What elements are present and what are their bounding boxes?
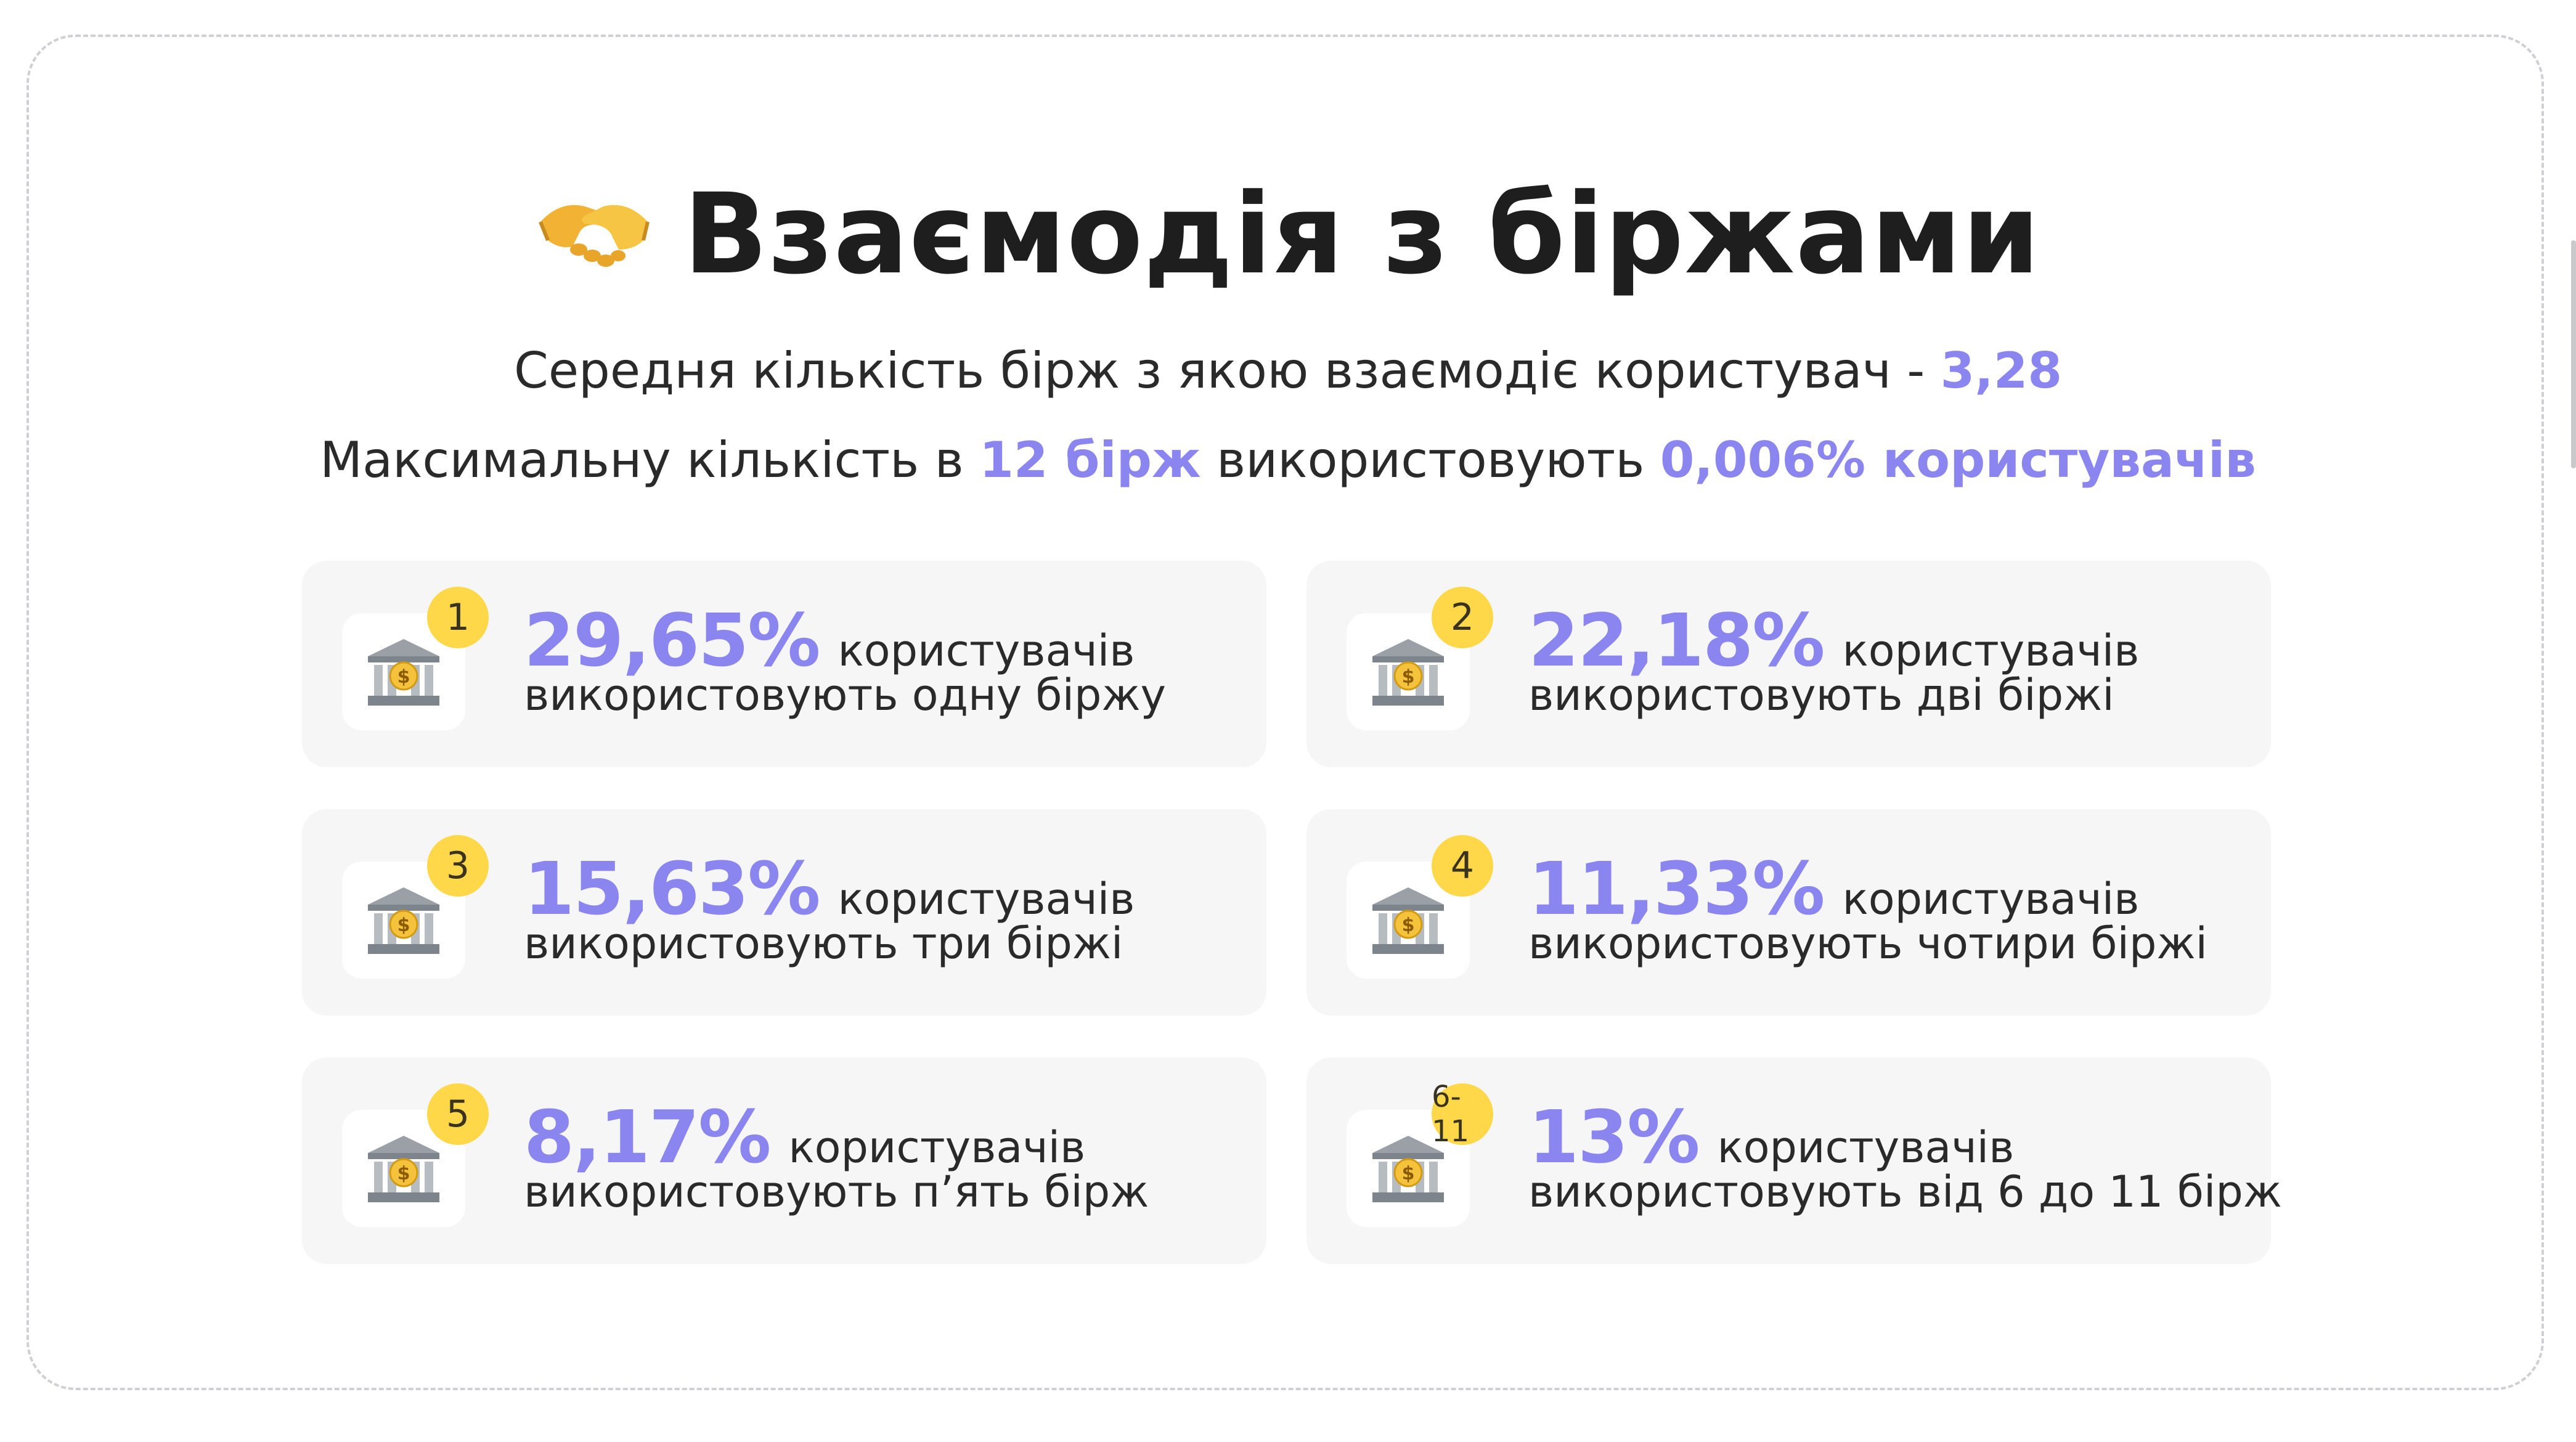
rank-badge: 4 — [1432, 835, 1493, 897]
percent-value: 11,33% — [1528, 846, 1825, 931]
bank-icon: $ — [368, 887, 439, 954]
card-text: 8,17% користувачів використовують п’ять … — [524, 1094, 1149, 1217]
card-description: використовують п’ять бірж — [524, 1167, 1149, 1217]
bank-icon: $ — [1372, 639, 1444, 706]
users-label: користувачів — [1842, 874, 2140, 924]
bank-icon: $ — [368, 639, 439, 706]
scrollbar[interactable] — [2571, 240, 2576, 468]
rank-badge: 3 — [427, 835, 489, 897]
rank-badge: 2 — [1432, 587, 1493, 648]
svg-text:$: $ — [1402, 914, 1415, 936]
rank-badge: 5 — [427, 1083, 489, 1145]
percent-value: 8,17% — [524, 1094, 771, 1179]
percent-value: 15,63% — [524, 846, 820, 931]
card-text: 15,63% користувачів використовують три б… — [524, 846, 1135, 969]
stat-card-3: $ 3 15,63% користувачів використовують т… — [302, 809, 1266, 1016]
svg-text:$: $ — [397, 666, 410, 688]
stat-card-2: $ 2 22,18% користувачів використовують д… — [1306, 561, 2271, 767]
card-description: використовують одну біржу — [524, 670, 1166, 720]
percent-value: 13% — [1528, 1094, 1700, 1179]
users-label: користувачів — [1717, 1122, 2015, 1173]
handshake-icon — [539, 205, 650, 267]
average-label: Середня кількість бірж з якою взаємодіє … — [513, 342, 1941, 399]
bank-icon: $ — [1372, 887, 1444, 954]
svg-text:$: $ — [1402, 666, 1415, 688]
bank-icon: $ — [1372, 1136, 1444, 1202]
max-exchanges: 12 бірж — [979, 431, 1201, 489]
percent-value: 22,18% — [1528, 598, 1825, 683]
card-text: 22,18% користувачів використовують дві б… — [1528, 598, 2139, 720]
card-text: 11,33% користувачів використовують чотир… — [1528, 846, 2207, 969]
stat-card-6: $ 6-11 13% користувачів використовують в… — [1306, 1057, 2282, 1264]
stat-card-4: $ 4 11,33% користувачів використовують ч… — [1306, 809, 2271, 1016]
max-middle: використовують — [1200, 431, 1660, 489]
users-label: користувачів — [838, 874, 1135, 924]
users-label: користувачів — [838, 625, 1135, 676]
stat-card-1: $ 1 29,65% користувачів використовують о… — [302, 561, 1266, 767]
rank-badge: 6-11 — [1432, 1080, 1493, 1149]
users-label: користувачів — [1842, 625, 2140, 676]
content-frame — [26, 35, 2544, 1390]
card-description: використовують дві біржі — [1528, 670, 2114, 720]
header: Взаємодія з біржами — [0, 166, 2576, 302]
svg-text:$: $ — [397, 914, 410, 936]
percent-value: 29,65% — [524, 598, 820, 683]
rank-badge: 1 — [427, 587, 489, 648]
icon-container: $ — [342, 1110, 465, 1227]
icon-container: $ — [1347, 1110, 1470, 1227]
svg-text:$: $ — [397, 1163, 410, 1184]
card-description: використовують три біржі — [524, 918, 1123, 969]
card-text: 13% користувачів використовують від 6 до… — [1528, 1094, 2282, 1217]
average-subtitle: Середня кількість бірж з якою взаємодіє … — [0, 342, 2576, 399]
card-description: використовують від 6 до 11 бірж — [1528, 1167, 2282, 1217]
max-subtitle: Максимальну кількість в 12 бірж використ… — [0, 431, 2576, 489]
card-description: використовують чотири біржі — [1528, 918, 2207, 969]
card-text: 29,65% користувачів використовують одну … — [524, 598, 1166, 720]
average-value: 3,28 — [1940, 342, 2063, 399]
svg-text:$: $ — [1402, 1163, 1415, 1184]
max-prefix: Максимальну кількість в — [320, 431, 980, 489]
users-label: користувачів — [788, 1122, 1086, 1173]
bank-icon: $ — [368, 1136, 439, 1202]
stat-card-5: $ 5 8,17% користувачів використовують п’… — [302, 1057, 1266, 1264]
icon-container: $ — [1347, 613, 1470, 730]
max-users-share: 0,006% користувачів — [1660, 431, 2256, 489]
page-title: Взаємодія з біржами — [683, 169, 2041, 299]
